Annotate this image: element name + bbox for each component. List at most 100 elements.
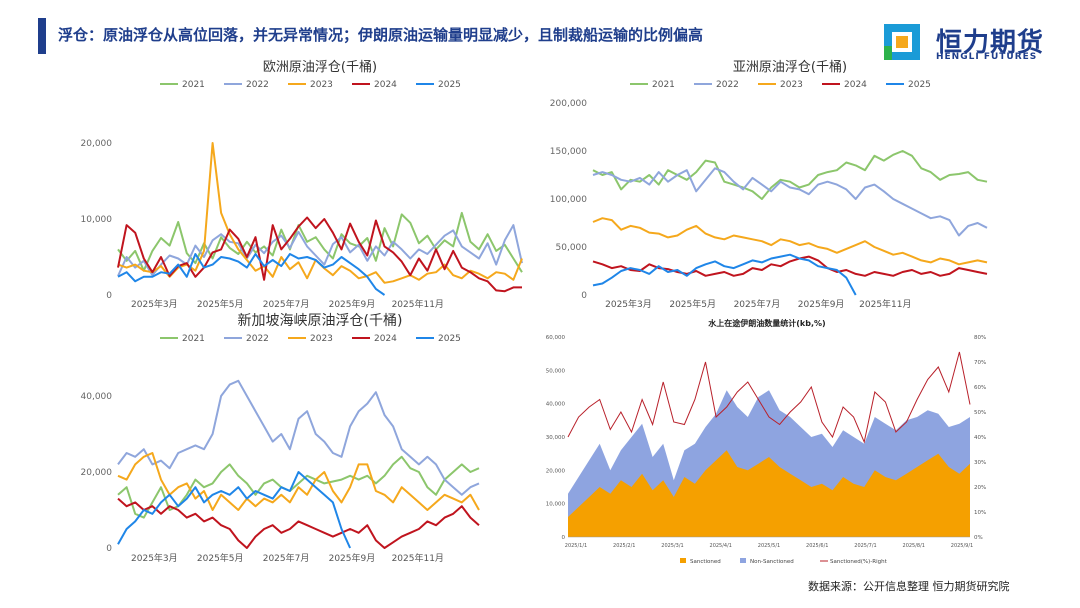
legend-item-2023: 2023 bbox=[758, 80, 803, 90]
svg-text:Sanctioned(%)-Right: Sanctioned(%)-Right bbox=[830, 559, 888, 565]
y-tick-label: 100,000 bbox=[550, 195, 587, 205]
y2-tick-label: 70% bbox=[974, 360, 986, 366]
x-tick-label: 2025年7月 bbox=[263, 298, 310, 310]
svg-text:2021: 2021 bbox=[182, 80, 205, 90]
x-tick-label: 2025/5/1 bbox=[758, 543, 780, 549]
legend-item-2022: 2022 bbox=[224, 80, 269, 90]
series-line-2025 bbox=[592, 253, 857, 296]
x-tick-label: 2025/6/1 bbox=[806, 543, 828, 549]
x-tick-label: 2025年11月 bbox=[859, 298, 911, 310]
svg-text:2024: 2024 bbox=[374, 334, 397, 344]
x-tick-label: 2025年7月 bbox=[734, 298, 781, 310]
series-line-2023 bbox=[117, 452, 480, 511]
legend-item: Non-Sanctioned bbox=[740, 558, 794, 565]
x-tick-label: 2025/8/1 bbox=[903, 543, 925, 549]
legend-item-2021: 2021 bbox=[160, 80, 205, 90]
x-tick-label: 2025年11月 bbox=[392, 298, 444, 310]
y-tick-label: 20,000 bbox=[546, 468, 566, 474]
y-tick-label: 10,000 bbox=[546, 502, 566, 508]
svg-text:2025: 2025 bbox=[438, 334, 461, 344]
x-tick-label: 2025/2/1 bbox=[613, 543, 635, 549]
series-line-2024 bbox=[117, 497, 480, 549]
series-line-2025 bbox=[117, 253, 386, 296]
y-tick-label: 0 bbox=[106, 544, 112, 554]
x-tick-label: 2025/3/1 bbox=[661, 543, 683, 549]
x-tick-label: 2025年11月 bbox=[392, 552, 444, 564]
legend-item-2023: 2023 bbox=[288, 80, 333, 90]
legend-item-2024: 2024 bbox=[822, 80, 867, 90]
svg-text:2021: 2021 bbox=[652, 80, 675, 90]
svg-text:Non-Sanctioned: Non-Sanctioned bbox=[750, 559, 794, 565]
asia-floating-storage-chart: 亚洲原油浮仓(千桶) 2021 2022 2023 2024 2025 0 50,000 100… bbox=[550, 60, 988, 310]
europe-floating-storage-chart: 欧洲原油浮仓(千桶) 2021 2022 2023 2024 2025 0 10,000 20,… bbox=[81, 60, 523, 310]
x-tick-label: 2025年5月 bbox=[669, 298, 716, 310]
y2-tick-label: 80% bbox=[974, 335, 986, 341]
y2-tick-label: 60% bbox=[974, 385, 986, 391]
y-tick-label: 40,000 bbox=[81, 392, 113, 402]
x-tick-label: 2025年9月 bbox=[329, 298, 376, 310]
svg-text:2022: 2022 bbox=[716, 80, 739, 90]
legend-item-2024: 2024 bbox=[352, 334, 397, 344]
legend-item-2021: 2021 bbox=[160, 334, 205, 344]
y2-tick-label: 30% bbox=[974, 460, 986, 466]
y-tick-label: 50,000 bbox=[546, 368, 566, 374]
legend-item-2024: 2024 bbox=[352, 80, 397, 90]
logo-text: 恒力期货 bbox=[936, 28, 1045, 58]
data-source-footer: 数据来源：公开信息整理 恒力期货研究院 bbox=[808, 580, 1010, 593]
page-headline: 浮仓：原油浮仓从高位回落，并无异常情况；伊朗原油运输量明显减少，且制裁船运输的比… bbox=[58, 26, 704, 44]
svg-text:Sanctioned: Sanctioned bbox=[690, 559, 721, 565]
area-sanctioned bbox=[568, 450, 970, 537]
legend-item-2023: 2023 bbox=[288, 334, 333, 344]
series-line-2023 bbox=[592, 217, 988, 266]
y-tick-label: 30,000 bbox=[546, 435, 566, 441]
x-tick-label: 2025年7月 bbox=[263, 552, 310, 564]
x-tick-label: 2025年3月 bbox=[131, 298, 178, 310]
y-tick-label: 60,000 bbox=[546, 335, 566, 341]
legend-item-2022: 2022 bbox=[224, 334, 269, 344]
title-accent-bar bbox=[38, 18, 46, 54]
x-tick-label: 2025/9/1 bbox=[951, 543, 973, 549]
y-tick-label: 10,000 bbox=[81, 215, 113, 225]
svg-text:2021: 2021 bbox=[182, 334, 205, 344]
legend-item-2021: 2021 bbox=[630, 80, 675, 90]
series-line-2024 bbox=[117, 216, 522, 293]
iran-oil-in-transit-chart: 水上在途伊朗油数量统计(kb,%) 0 10,000 20,000 30,000 40,0… bbox=[540, 313, 995, 573]
x-tick-label: 2025年3月 bbox=[131, 552, 178, 564]
y-tick-label: 0 bbox=[581, 291, 587, 301]
series-line-2022 bbox=[117, 379, 480, 496]
y-tick-label: 0 bbox=[106, 291, 112, 301]
y2-tick-label: 0% bbox=[974, 535, 983, 541]
y-tick-label: 40,000 bbox=[546, 402, 566, 408]
y2-tick-label: 10% bbox=[974, 510, 986, 516]
series-line-2021 bbox=[117, 211, 523, 273]
x-tick-label: 2025年5月 bbox=[197, 552, 244, 564]
y-tick-label: 50,000 bbox=[556, 243, 588, 253]
y2-tick-label: 50% bbox=[974, 410, 986, 416]
x-tick-label: 2025/7/1 bbox=[854, 543, 876, 549]
svg-text:2023: 2023 bbox=[310, 80, 333, 90]
y-tick-label: 150,000 bbox=[550, 147, 587, 157]
series-line-2022 bbox=[592, 167, 988, 237]
legend-item-2025: 2025 bbox=[416, 80, 461, 90]
svg-text:2024: 2024 bbox=[844, 80, 867, 90]
y2-tick-label: 20% bbox=[974, 485, 986, 491]
svg-text:2023: 2023 bbox=[310, 334, 333, 344]
y2-tick-label: 40% bbox=[974, 435, 986, 441]
chart-title: 亚洲原油浮仓(千桶) bbox=[733, 60, 847, 75]
svg-text:2025: 2025 bbox=[908, 80, 931, 90]
company-logo bbox=[884, 24, 920, 60]
y-tick-label: 200,000 bbox=[550, 99, 587, 109]
y-tick-label: 20,000 bbox=[81, 139, 113, 149]
x-tick-label: 2025/1/1 bbox=[565, 543, 587, 549]
series-line-2024 bbox=[592, 255, 988, 277]
logo-subtext: HENGLI FUTURES bbox=[936, 52, 1038, 62]
x-tick-label: 2025年5月 bbox=[197, 298, 244, 310]
legend-item-2025: 2025 bbox=[886, 80, 931, 90]
svg-text:2024: 2024 bbox=[374, 80, 397, 90]
x-tick-label: 2025/4/1 bbox=[710, 543, 732, 549]
legend-item: Sanctioned bbox=[680, 558, 721, 565]
x-tick-label: 2025年9月 bbox=[329, 552, 376, 564]
chart-title: 水上在途伊朗油数量统计(kb,%) bbox=[707, 318, 825, 328]
x-tick-label: 2025年9月 bbox=[798, 298, 845, 310]
svg-text:2022: 2022 bbox=[246, 80, 269, 90]
